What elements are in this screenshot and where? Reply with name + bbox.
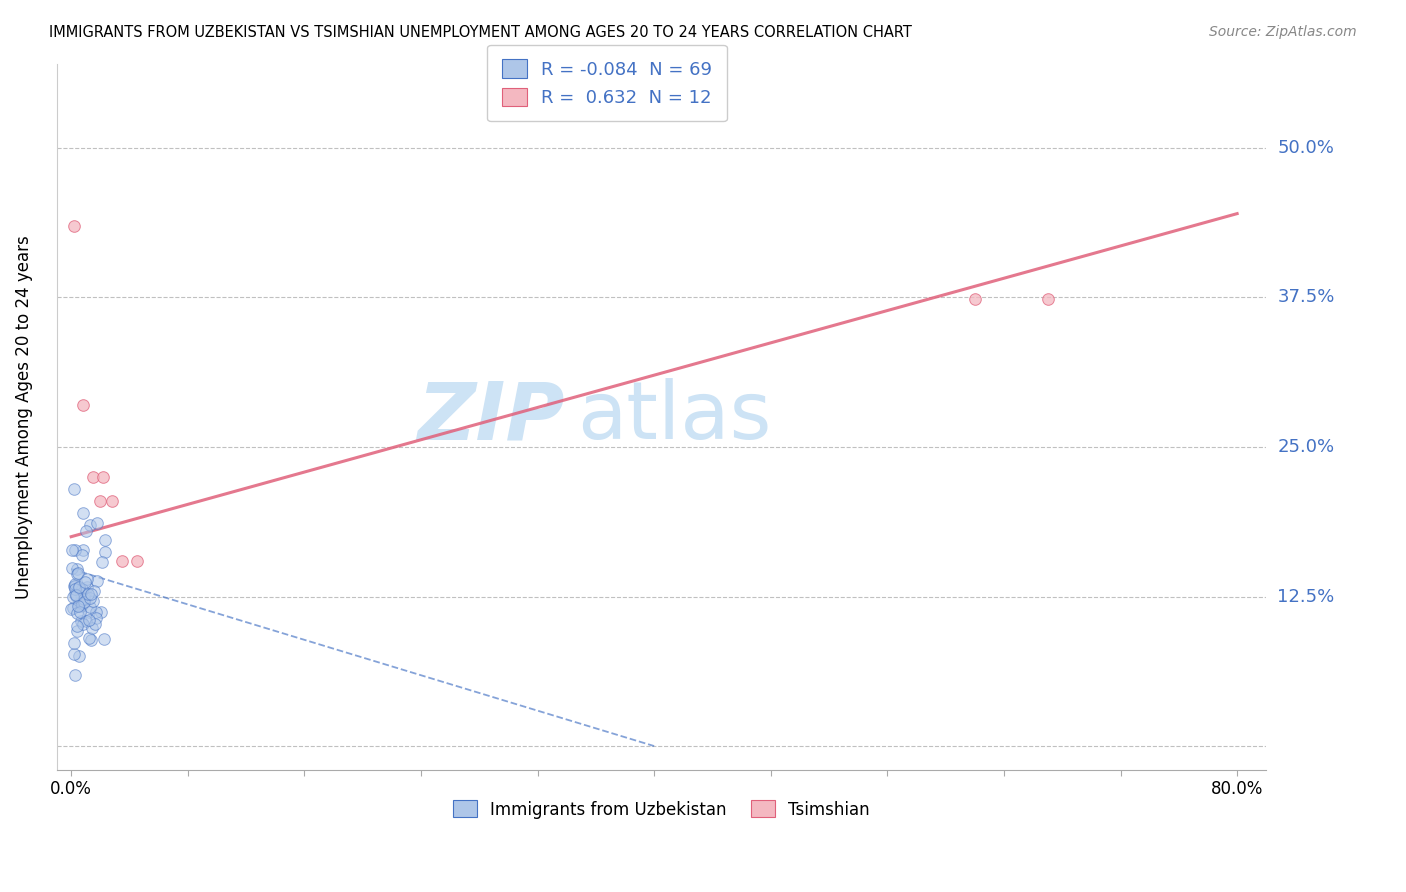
Point (69, 599, 91, 614)
Text: IMMIGRANTS FROM UZBEKISTAN VS TSIMSHIAN UNEMPLOYMENT AMONG AGES 20 TO 24 YEARS C: IMMIGRANTS FROM UZBEKISTAN VS TSIMSHIAN … (49, 25, 912, 40)
Point (75, 524, 97, 538)
Point (84, 605, 107, 619)
Point (79, 591, 101, 605)
Point (93, 632, 115, 646)
Point (67, 581, 90, 595)
Point (80, 633, 103, 648)
Point (75, 614, 97, 628)
Point (67, 599, 90, 613)
Point (963, 292, 986, 306)
Point (82, 594, 104, 608)
Point (65, 619, 87, 633)
Point (111, 553, 134, 567)
Point (70, 548, 93, 562)
Point (65, 588, 87, 602)
Point (67, 648, 90, 663)
Point (65, 579, 87, 593)
Point (66, 562, 89, 576)
Point (63, 482, 86, 496)
Point (91, 470, 114, 484)
Point (72, 506, 94, 520)
Point (79, 517, 101, 532)
Text: 37.5%: 37.5% (1278, 288, 1334, 306)
Point (77, 613, 100, 627)
Point (63, 586, 86, 600)
Point (82, 621, 104, 635)
Point (86, 516, 108, 530)
Point (77, 632, 100, 646)
Point (79, 587, 101, 601)
Point (72, 543, 94, 558)
Point (70, 582, 93, 596)
Point (82, 470, 104, 484)
Point (62, 601, 84, 615)
Point (83, 584, 105, 599)
Text: atlas: atlas (576, 378, 770, 456)
Text: 25.0%: 25.0% (1278, 438, 1334, 456)
Point (69, 605, 91, 619)
Point (70, 597, 93, 611)
Point (93, 545, 115, 559)
Point (73, 587, 96, 601)
Point (67, 596, 90, 610)
Point (66, 567, 89, 582)
Point (69, 587, 91, 601)
Text: ZIP: ZIP (418, 378, 565, 456)
Point (63, 636, 86, 650)
Point (60, 602, 83, 616)
Point (62, 591, 84, 605)
Point (75, 575, 97, 590)
Point (70, 614, 93, 628)
Point (66, 566, 89, 580)
Point (65, 590, 87, 604)
Text: Source: ZipAtlas.com: Source: ZipAtlas.com (1209, 25, 1357, 39)
Point (63, 647, 86, 661)
Point (65, 668, 87, 682)
Point (101, 493, 124, 508)
Point (72, 616, 94, 631)
Point (86, 574, 108, 589)
Y-axis label: Unemployment Among Ages 20 to 24 years: Unemployment Among Ages 20 to 24 years (15, 235, 32, 599)
Point (73, 595, 96, 609)
Point (60, 560, 83, 574)
Point (66, 581, 89, 595)
Point (63, 582, 86, 596)
Point (65, 542, 87, 557)
Point (76, 572, 98, 586)
Text: 12.5%: 12.5% (1278, 588, 1334, 606)
Point (72, 398, 94, 412)
Point (77, 605, 100, 619)
Point (84, 610, 107, 624)
Point (125, 553, 148, 567)
Point (63, 577, 86, 591)
Text: 50.0%: 50.0% (1278, 139, 1334, 157)
Point (66, 599, 89, 614)
Point (1036, 292, 1059, 306)
Point (89, 493, 111, 508)
Point (73, 591, 96, 606)
Point (83, 617, 105, 632)
Point (63, 219, 86, 233)
Point (62, 543, 84, 558)
Point (94, 533, 117, 547)
Point (79, 599, 101, 614)
Legend: Immigrants from Uzbekistan, Tsimshian: Immigrants from Uzbekistan, Tsimshian (447, 794, 876, 825)
Point (91, 555, 114, 569)
Point (76, 580, 98, 594)
Point (66, 624, 89, 639)
Point (90, 605, 112, 619)
Point (62, 579, 84, 593)
Point (66, 607, 89, 621)
Point (77, 586, 100, 600)
